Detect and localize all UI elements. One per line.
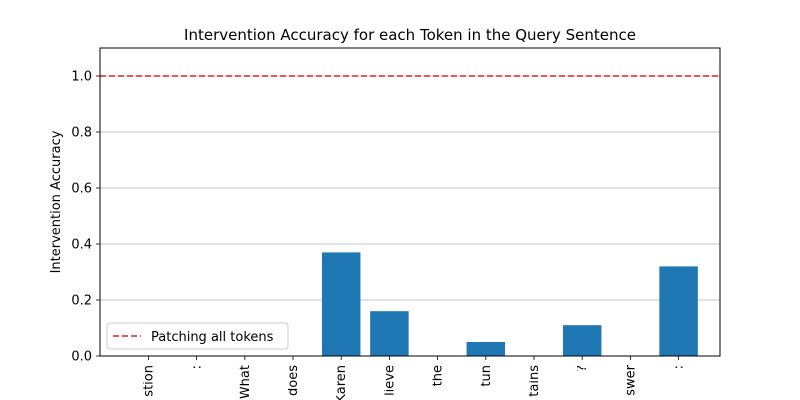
y-axis-ticks: 0.0 0.2 0.4 0.6 0.8 1.0 [71, 70, 100, 365]
x-tick-label: stion [141, 365, 156, 397]
y-tick-label: 1.0 [71, 70, 92, 85]
x-tick-label: : [672, 365, 687, 369]
chart-title: Intervention Accuracy for each Token in … [184, 26, 636, 44]
legend: Patching all tokens [106, 322, 289, 350]
legend-box [106, 322, 289, 350]
x-tick-label: lieve [382, 365, 397, 396]
x-tick-label: tains [527, 365, 542, 397]
x-axis-ticks: stion: What does Karen lieve the tun tains? swer… [141, 356, 687, 400]
bar [562, 325, 602, 356]
x-tick-label: Karen [334, 365, 349, 400]
y-tick-label: 0.2 [71, 294, 92, 309]
y-tick-label: 0.4 [71, 238, 92, 253]
x-tick-label: tun [479, 365, 494, 387]
legend-label: Patching all tokens [151, 330, 274, 345]
y-tick-label: 0.8 [71, 126, 92, 141]
x-tick-label: does [286, 365, 301, 396]
grid-lines [100, 75, 720, 357]
bar-series [321, 252, 698, 356]
x-tick-label: What [238, 365, 253, 399]
y-tick-label: 0.0 [71, 350, 92, 365]
bar [321, 252, 361, 356]
y-tick-label: 0.6 [71, 182, 92, 197]
bar [370, 311, 409, 356]
x-tick-label: the [431, 365, 446, 386]
x-tick-label: ? [575, 365, 590, 372]
x-tick-label: : [190, 365, 205, 369]
plot-frame [99, 47, 721, 357]
bar [466, 342, 506, 356]
x-tick-label: swer [623, 364, 638, 395]
bar [659, 266, 698, 356]
y-axis-label: Intervention Accuracy [49, 130, 64, 273]
